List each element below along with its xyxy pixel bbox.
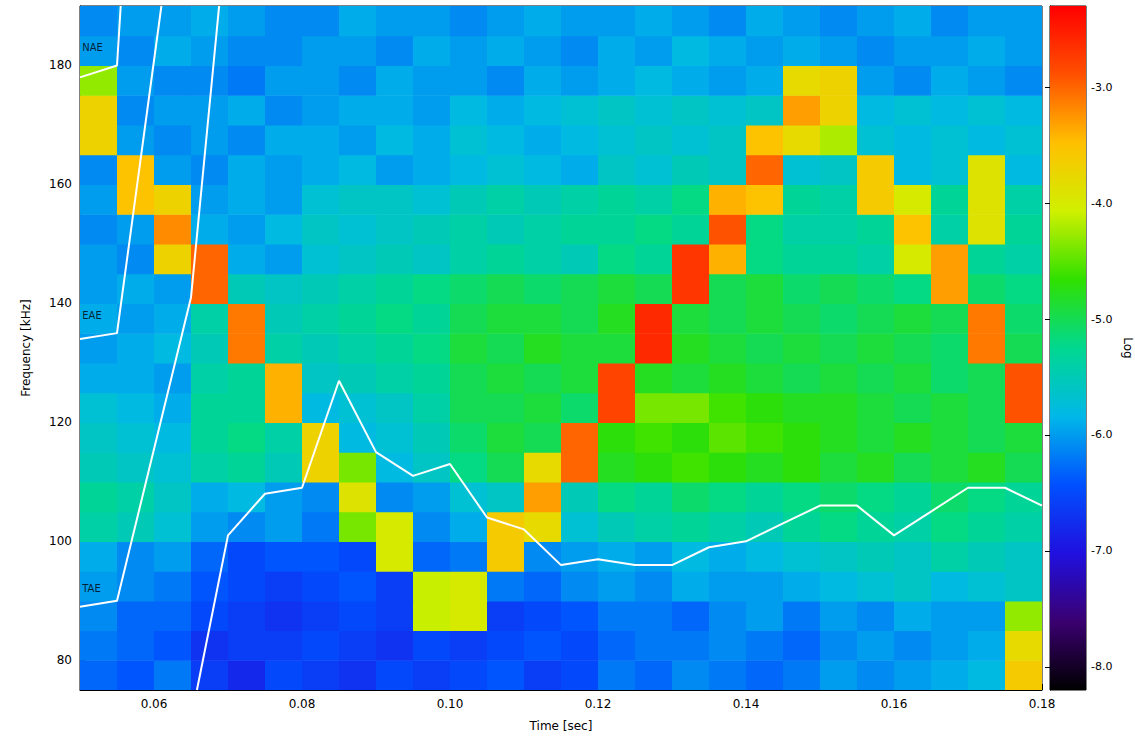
svg-text:-6.0: -6.0: [1091, 428, 1112, 441]
svg-text:Log: Log: [1121, 337, 1135, 358]
svg-text:180: 180: [49, 58, 72, 72]
svg-text:NAE: NAE: [82, 42, 103, 53]
svg-text:-5.0: -5.0: [1091, 313, 1112, 326]
svg-text:140: 140: [49, 296, 72, 310]
svg-text:TAE: TAE: [81, 583, 101, 594]
svg-text:-8.0: -8.0: [1091, 660, 1112, 673]
svg-text:EAE: EAE: [82, 310, 101, 321]
svg-text:-7.0: -7.0: [1091, 544, 1112, 557]
svg-text:0.18: 0.18: [1029, 697, 1056, 711]
svg-text:Frequency [kHz]: Frequency [kHz]: [19, 299, 33, 396]
svg-text:120: 120: [49, 415, 72, 429]
svg-text:0.16: 0.16: [881, 697, 908, 711]
svg-text:Time [sec]: Time [sec]: [529, 719, 593, 733]
svg-text:0.08: 0.08: [289, 697, 316, 711]
svg-text:0.10: 0.10: [437, 697, 464, 711]
svg-text:0.06: 0.06: [141, 697, 168, 711]
svg-text:-3.0: -3.0: [1091, 81, 1112, 94]
svg-text:-4.0: -4.0: [1091, 197, 1112, 210]
svg-text:0.14: 0.14: [733, 697, 760, 711]
svg-text:100: 100: [49, 534, 72, 548]
svg-text:80: 80: [57, 653, 72, 667]
svg-text:160: 160: [49, 177, 72, 191]
svg-text:0.12: 0.12: [585, 697, 612, 711]
